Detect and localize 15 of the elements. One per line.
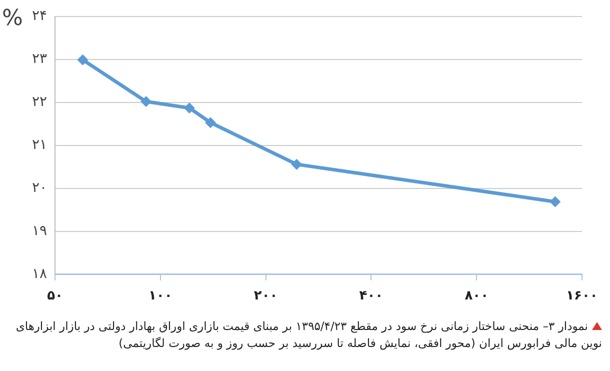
y-tick-label: ۲۳ bbox=[32, 51, 48, 68]
y-tick-label: ۱۸ bbox=[32, 266, 48, 282]
y-tick-label: ۲۱ bbox=[32, 137, 47, 154]
y-tick-label: ۲۲ bbox=[32, 94, 47, 110]
x-tick-label: ۸۰۰ bbox=[464, 288, 489, 304]
x-tick-label: ۵۰ bbox=[47, 288, 63, 304]
x-tick-label: ۴۰۰ bbox=[359, 288, 384, 304]
y-axis-title: % bbox=[2, 6, 23, 32]
y-tick-label: ۲۴ bbox=[32, 8, 47, 24]
y-tick-label: ۲۰ bbox=[32, 180, 47, 196]
y-tick-label: ۱۹ bbox=[32, 223, 47, 240]
x-tick-label: ۱۰۰ bbox=[148, 288, 172, 304]
x-tick-label: ۲۰۰ bbox=[254, 288, 278, 304]
text: نمودار ۳– منحنی ساختار زمانی نرخ سود در مقطع ۱۳۹۵/۴/۲۳ بر مبنای قیمت بازاری اوراق بهادار دولتی در بازار ابزارهای نوین مالی فرابورس ایران (محور افقی، نمایش فاصله تا سررسید بر حسب روز و به صورت لگاریتمی) bbox=[16, 319, 602, 350]
x-tick-label: ۱۶۰۰ bbox=[566, 288, 598, 304]
